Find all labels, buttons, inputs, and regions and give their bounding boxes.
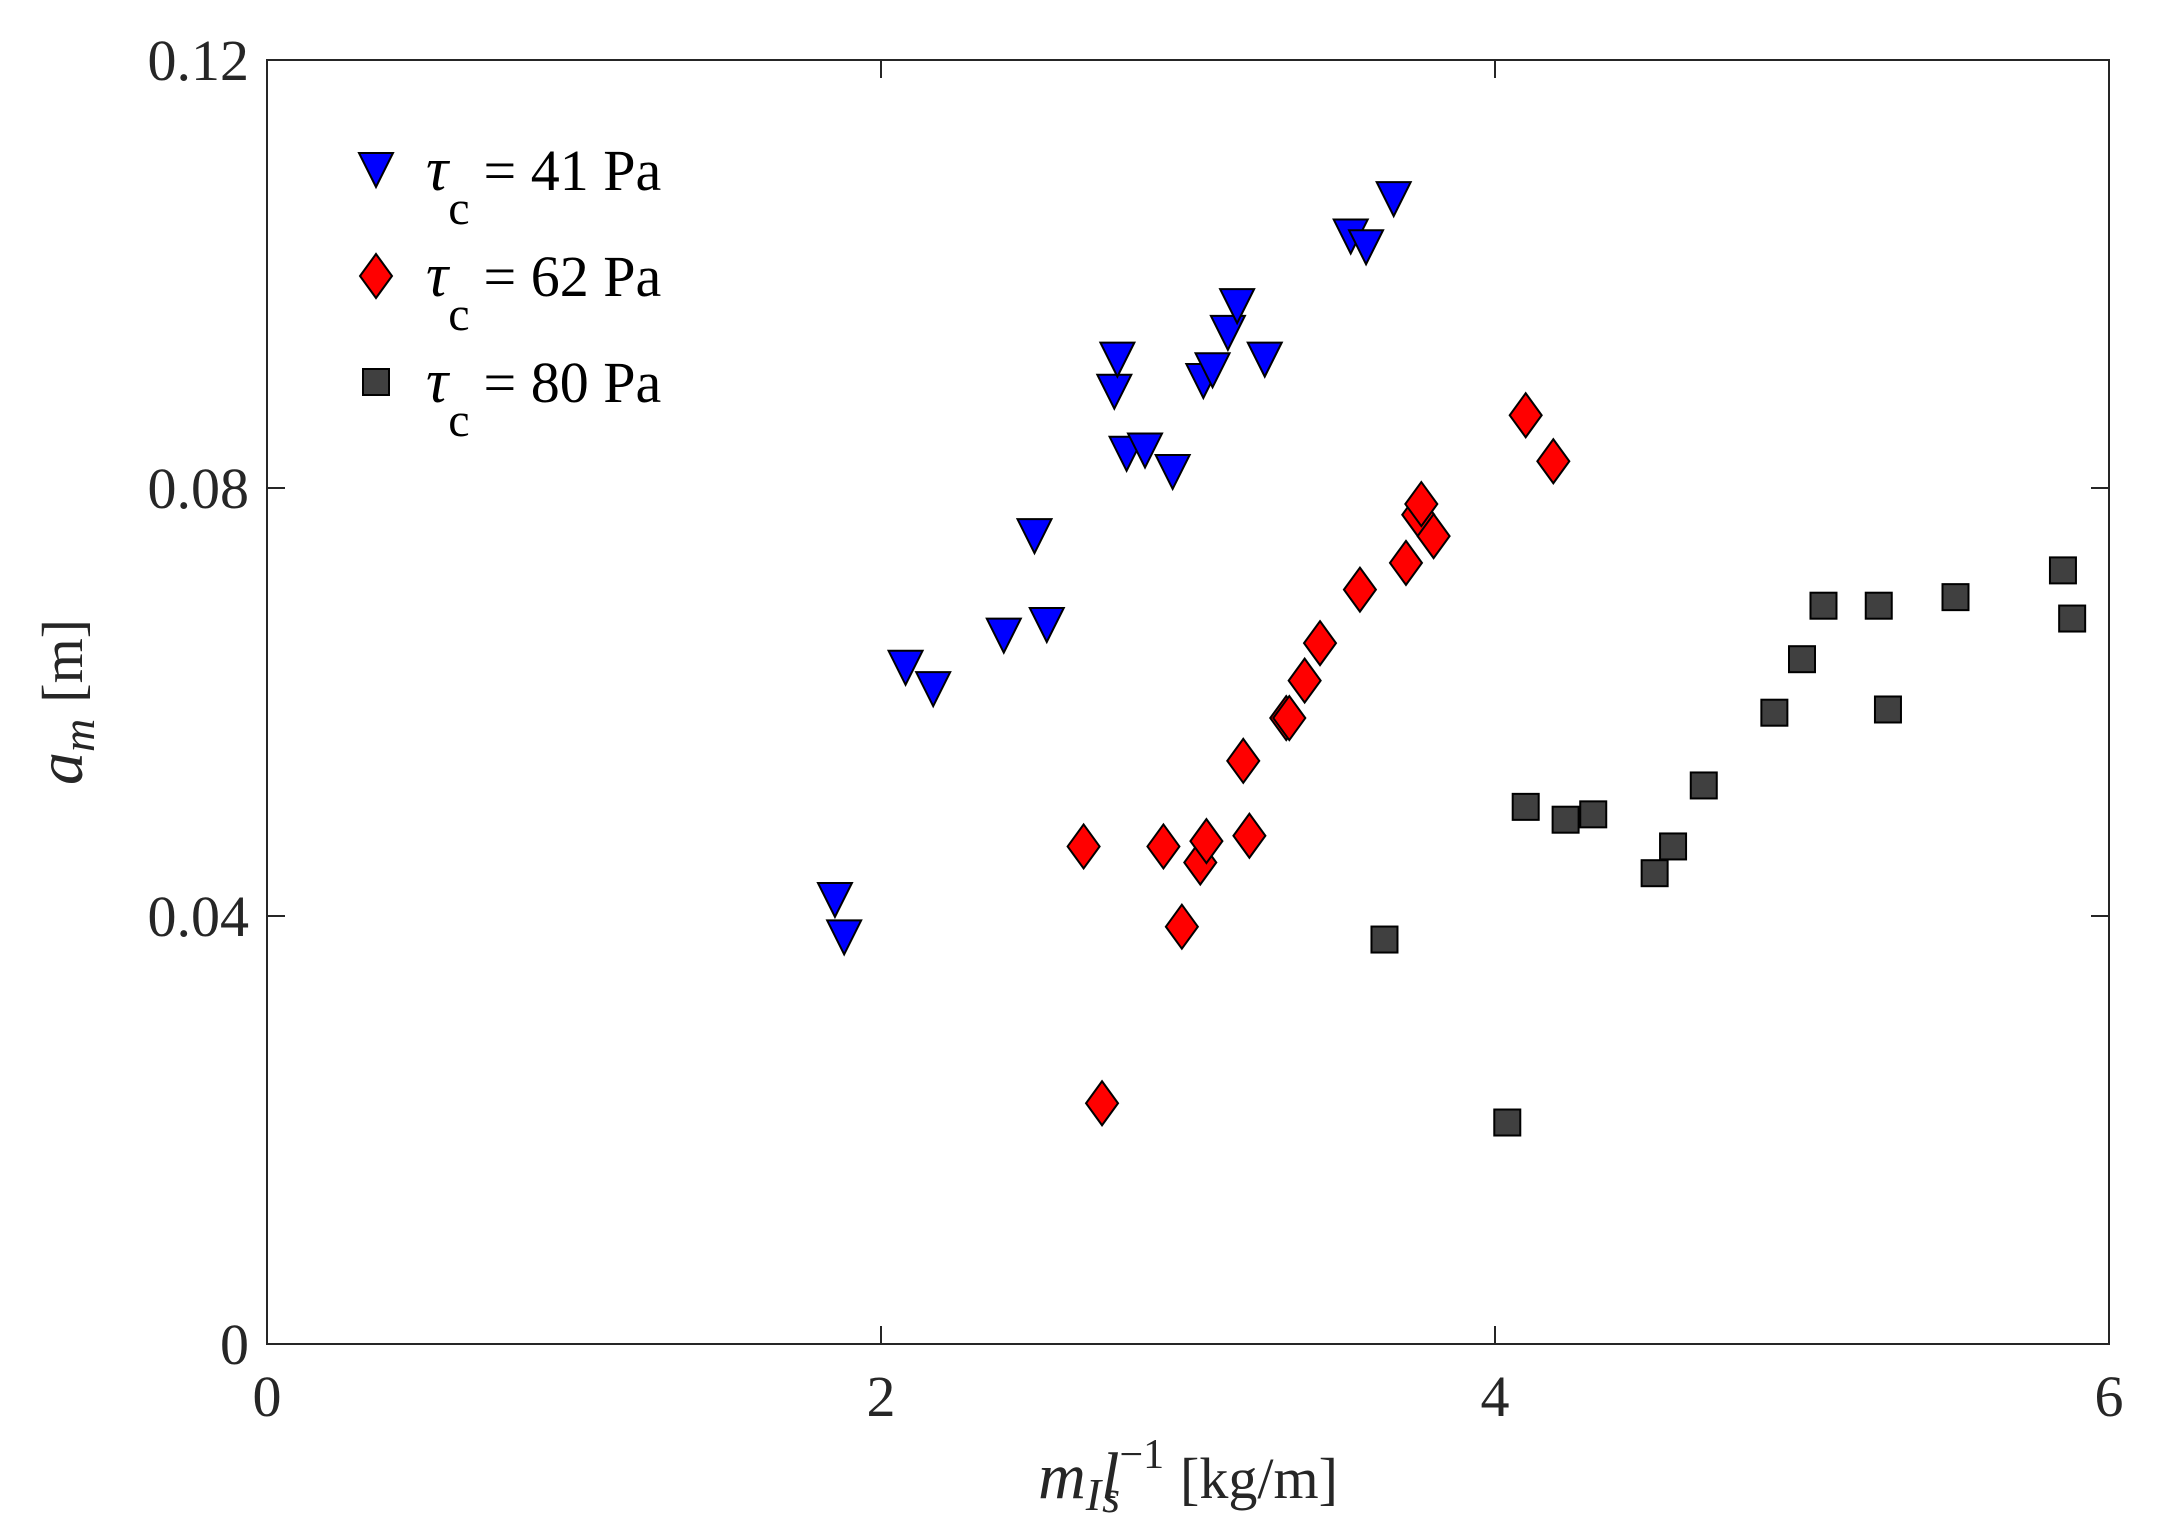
x-label-sup2: −1: [1119, 1432, 1164, 1478]
data-point: [825, 919, 863, 957]
plot-background: [266, 59, 2110, 1345]
data-point: [1941, 583, 1970, 612]
data-point: [1015, 518, 1054, 556]
data-point: [2048, 556, 2077, 585]
data-point: [1246, 341, 1284, 379]
data-point: [1864, 591, 1893, 620]
legend-marker: [358, 252, 394, 300]
data-point: [1084, 1079, 1120, 1127]
data-point: [1809, 591, 1838, 620]
series-3: [1370, 556, 2087, 1137]
legend-marker: [357, 152, 395, 190]
data-point: [1302, 619, 1338, 667]
x-label-sub: I: [1085, 1469, 1104, 1520]
legend-entry: τc= 80 Pa: [362, 348, 661, 447]
data-point: [1272, 694, 1307, 742]
data-point: [1066, 822, 1101, 871]
data-point: [1098, 341, 1137, 379]
data-point: [1375, 181, 1413, 219]
data-point: [914, 671, 952, 709]
data-point: [816, 881, 854, 920]
plot-area: [266, 59, 2110, 1345]
data-point: [1164, 902, 1200, 951]
data-point: [1095, 373, 1133, 411]
data-point: [1370, 925, 1399, 954]
y-label-units: [m]: [30, 619, 95, 703]
data-point: [1226, 737, 1261, 785]
data-point: [886, 649, 925, 687]
data-point: [1189, 817, 1224, 865]
data-point: [1287, 656, 1322, 705]
x-tick-label: 2: [867, 1364, 896, 1429]
x-label-units: [kg/m]: [1180, 1446, 1338, 1511]
y-tick-label: 0.12: [148, 28, 250, 93]
data-point: [1760, 698, 1789, 727]
data-point: [1788, 645, 1816, 674]
data-point: [1493, 1108, 1522, 1137]
data-point: [1126, 432, 1164, 470]
x-tick-label: 4: [1481, 1364, 1510, 1429]
x-tick-label: 6: [2095, 1364, 2124, 1429]
data-point: [1218, 288, 1256, 326]
data-point: [1347, 229, 1385, 267]
data-point: [1551, 805, 1580, 834]
data-point: [1659, 832, 1688, 861]
data-point: [1416, 512, 1451, 560]
x-tick-label: 0: [253, 1364, 282, 1429]
data-point: [985, 617, 1023, 655]
data-point: [1209, 314, 1247, 353]
series-2: [1066, 391, 1571, 1127]
legend-marker: [362, 368, 390, 396]
x-label-main2: l: [1101, 1440, 1119, 1513]
data-point: [1404, 480, 1439, 528]
data-point: [1536, 437, 1571, 485]
y-label-sub: m: [53, 719, 104, 752]
axis-ticks: [266, 59, 2110, 1345]
legend-label: τc= 41 Pa: [426, 136, 661, 235]
data-point: [1873, 695, 1902, 724]
data-point: [1232, 812, 1267, 860]
x-axis-label: mIl−1 s [kg/m]: [1038, 1432, 1338, 1522]
data-point: [1511, 792, 1540, 821]
y-tick-label: 0: [220, 1312, 249, 1377]
data-point: [1146, 822, 1181, 871]
y-tick-label: 0.08: [148, 456, 250, 521]
data-point: [1579, 800, 1608, 829]
data-point: [1342, 565, 1378, 614]
data-point: [1689, 771, 1718, 800]
data-point: [1388, 539, 1424, 587]
y-axis-label: am [m]: [24, 619, 104, 785]
y-tick-label: 0.04: [148, 884, 250, 949]
data-point: [1193, 352, 1232, 390]
data-point: [1028, 606, 1066, 645]
data-point: [1508, 391, 1543, 439]
legend-label: τc= 80 Pa: [426, 348, 661, 447]
legend-entry: τc= 41 Pa: [357, 136, 661, 235]
x-label-main: m: [1038, 1440, 1086, 1513]
x-label-sub2: s: [1102, 1471, 1120, 1522]
data-point: [2058, 604, 2087, 633]
data-points: [816, 181, 2087, 1137]
data-point: [1154, 453, 1192, 492]
series-1: [816, 181, 1413, 957]
legend-entry: τc= 62 Pa: [358, 242, 661, 341]
data-point: [1640, 859, 1669, 888]
y-label-main: a: [24, 752, 97, 785]
legend-label: τc= 62 Pa: [426, 242, 661, 341]
tick-labels: 0 2 4 6 0 0.04 0.08 0.12: [148, 28, 2124, 1429]
